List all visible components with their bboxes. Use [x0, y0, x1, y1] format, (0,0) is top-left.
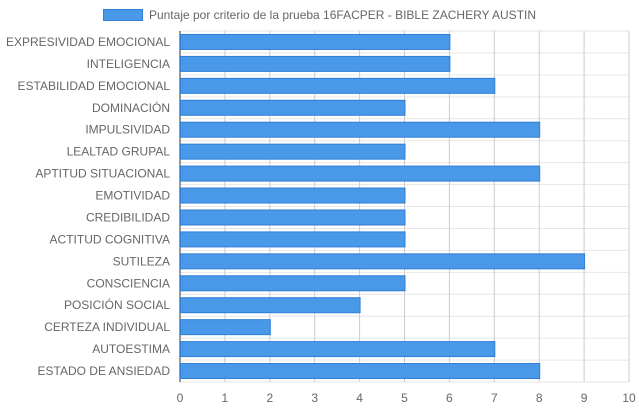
- bar[interactable]: [180, 143, 406, 160]
- y-tick-label: EXPRESIVIDAD EMOCIONAL: [6, 35, 170, 49]
- bar[interactable]: [180, 121, 541, 138]
- y-tick-label: CREDIBILIDAD: [86, 210, 170, 224]
- x-tick-label: 7: [491, 391, 498, 405]
- bar[interactable]: [180, 77, 496, 94]
- x-tick-label: 9: [581, 391, 588, 405]
- legend-label: Puntaje por criterio de la prueba 16FACP…: [148, 8, 537, 22]
- bar[interactable]: [180, 231, 406, 248]
- y-tick-label: AUTOESTIMA: [92, 342, 170, 356]
- y-tick-label: CERTEZA INDIVIDUAL: [44, 320, 170, 334]
- bar[interactable]: [180, 341, 496, 358]
- legend-swatch: [102, 9, 143, 21]
- x-tick-label: 8: [536, 391, 543, 405]
- bar[interactable]: [180, 209, 406, 226]
- y-tick-label: LEALTAD GRUPAL: [67, 145, 171, 159]
- bar[interactable]: [180, 297, 361, 314]
- y-tick-label: INTELIGENCIA: [87, 57, 170, 71]
- bar[interactable]: [180, 187, 406, 204]
- x-tick-label: 10: [622, 391, 636, 405]
- bar[interactable]: [180, 275, 406, 292]
- bar[interactable]: [180, 319, 271, 336]
- y-tick-label: IMPULSIVIDAD: [85, 123, 170, 137]
- x-tick-label: 2: [266, 391, 273, 405]
- y-tick-label: SUTILEZA: [113, 254, 170, 268]
- y-tick-label: DOMINACIÓN: [92, 100, 170, 115]
- bar[interactable]: [180, 165, 541, 182]
- y-tick-label: ESTABILIDAD EMOCIONAL: [18, 79, 171, 93]
- x-tick-label: 1: [222, 391, 229, 405]
- bar[interactable]: [180, 55, 451, 72]
- bar[interactable]: [180, 253, 586, 270]
- bar[interactable]: [180, 99, 406, 116]
- y-tick-label: ESTADO DE ANSIEDAD: [38, 364, 171, 378]
- x-tick-label: 0: [177, 391, 184, 405]
- x-tick-label: 4: [356, 391, 363, 405]
- bar[interactable]: [180, 363, 541, 380]
- y-tick-label: EMOTIVIDAD: [95, 189, 170, 203]
- x-tick-label: 3: [311, 391, 318, 405]
- legend[interactable]: Puntaje por criterio de la prueba 16FACP…: [0, 6, 639, 24]
- y-tick-label: APTITUD SITUACIONAL: [35, 167, 170, 181]
- x-tick-label: 5: [401, 391, 408, 405]
- y-tick-label: ACTITUD COGNITIVA: [50, 232, 170, 246]
- bar[interactable]: [180, 33, 451, 50]
- x-tick-label: 6: [446, 391, 453, 405]
- y-tick-label: CONSCIENCIA: [87, 276, 170, 290]
- y-tick-label: POSICIÓN SOCIAL: [64, 297, 170, 312]
